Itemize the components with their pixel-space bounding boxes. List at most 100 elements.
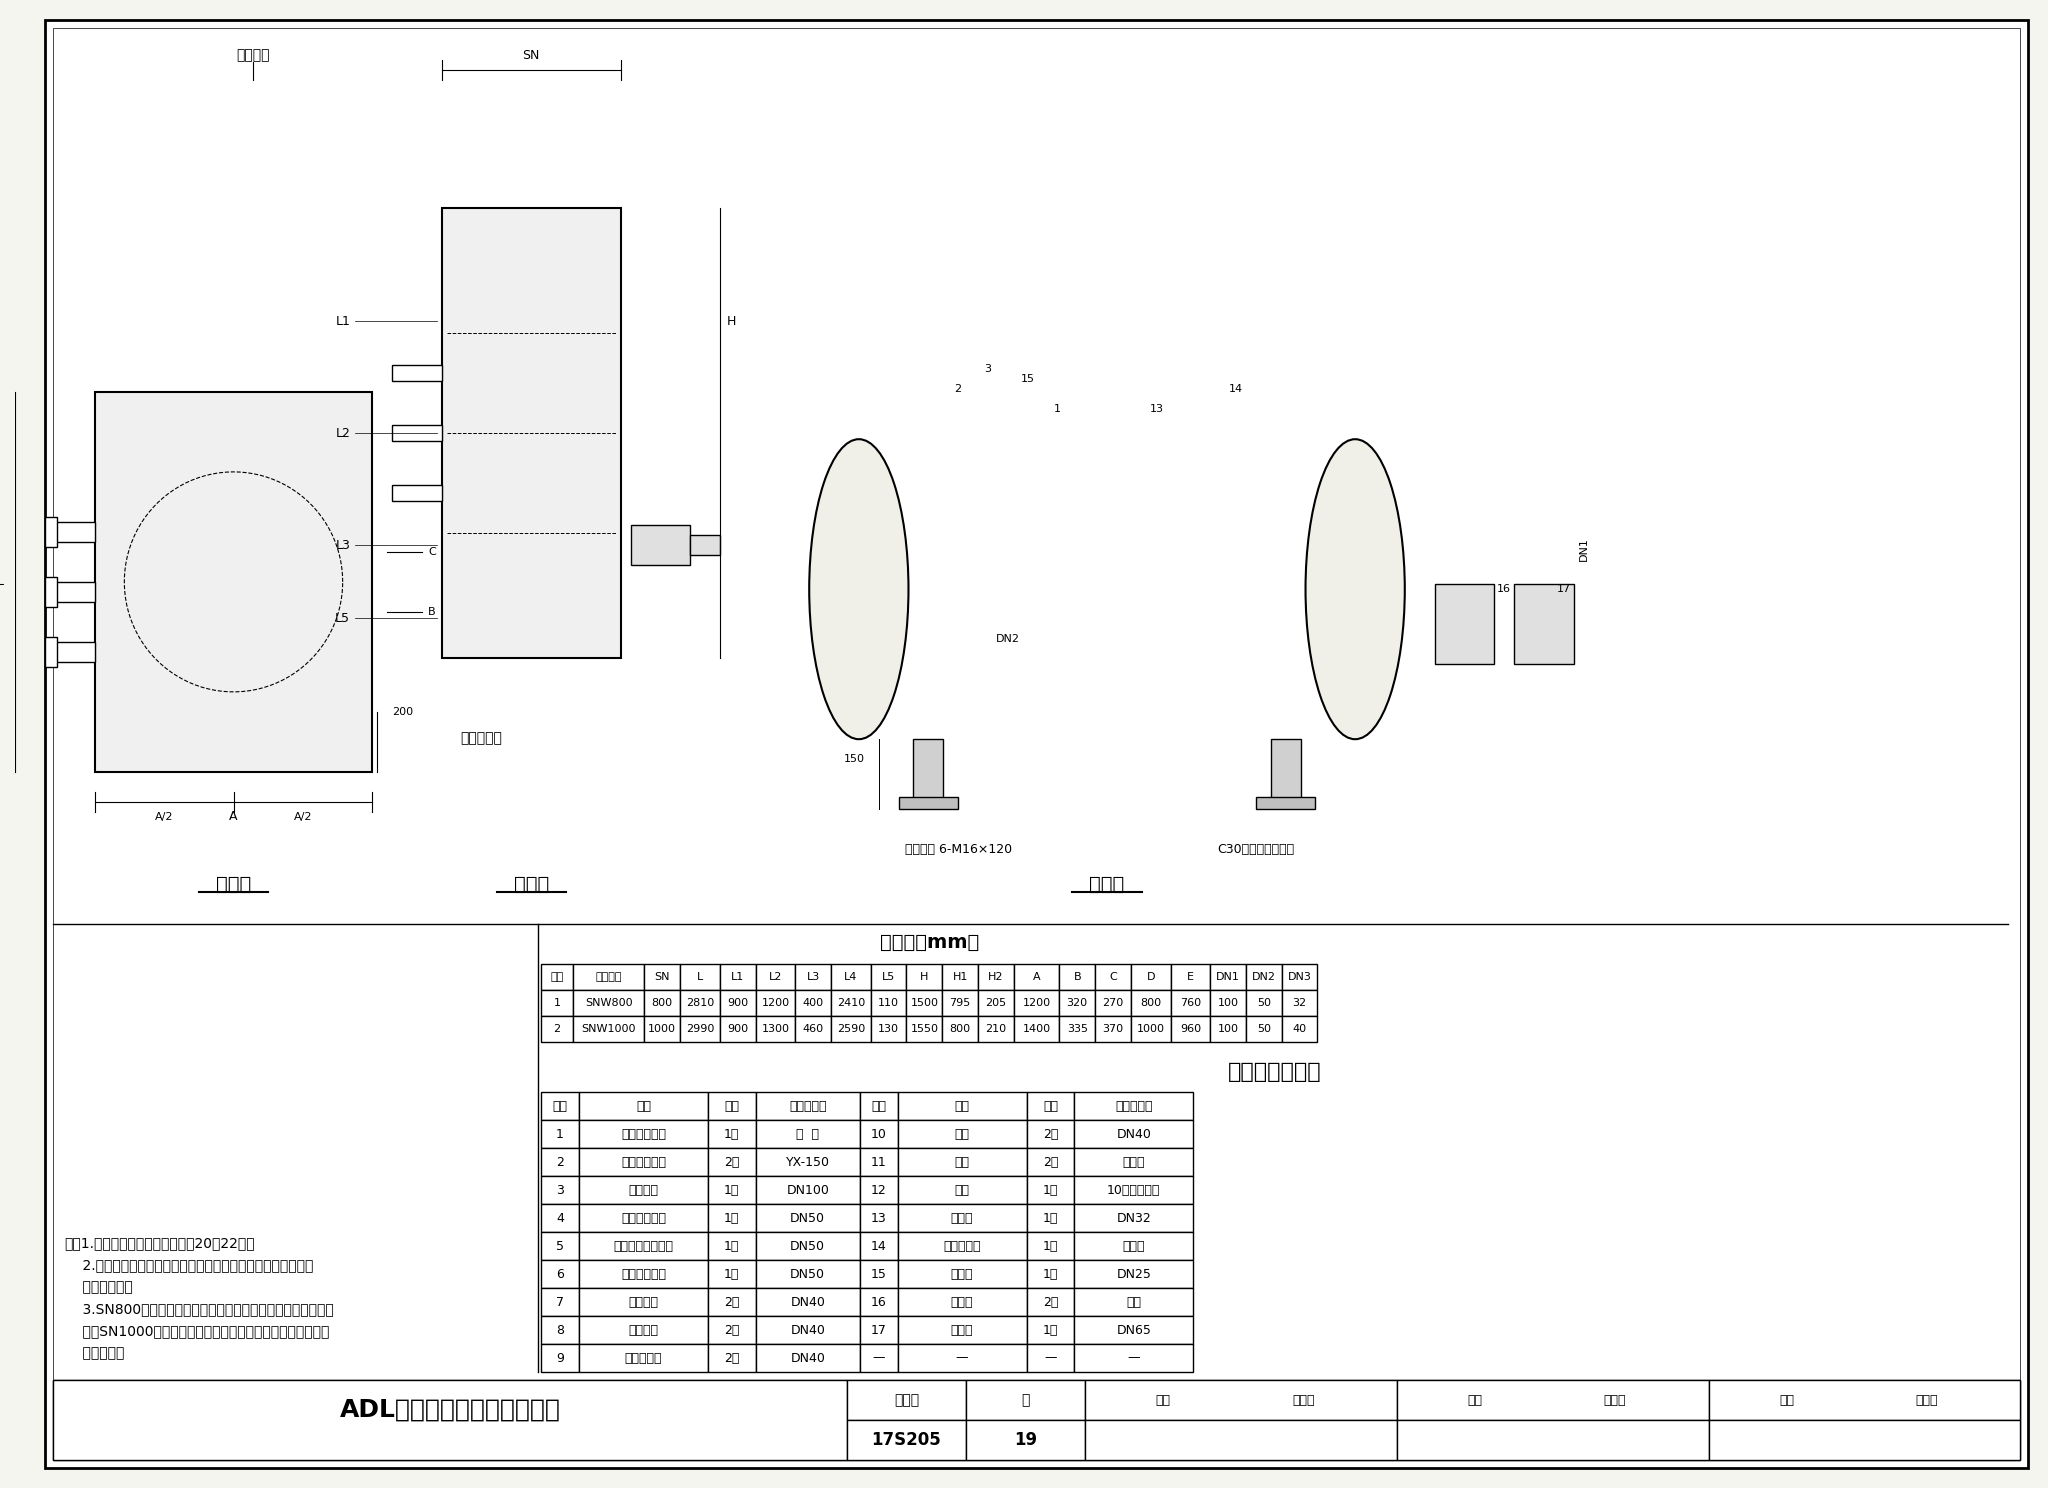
Text: 组合件: 组合件	[1122, 1240, 1145, 1253]
Bar	[831, 1016, 870, 1042]
Bar	[1282, 1016, 1317, 1042]
Bar	[580, 1260, 709, 1289]
Bar	[897, 1289, 1026, 1315]
Text: DN65: DN65	[1116, 1323, 1151, 1336]
Text: B: B	[1073, 972, 1081, 982]
Bar	[1434, 585, 1495, 664]
Text: 安全阀: 安全阀	[950, 1211, 973, 1225]
Text: 1300: 1300	[762, 1024, 788, 1034]
Text: 2个: 2个	[725, 1351, 739, 1364]
Bar	[573, 1016, 645, 1042]
Bar	[1059, 964, 1096, 990]
Text: 胡建军: 胡建军	[1915, 1393, 1937, 1406]
Bar	[1026, 1289, 1075, 1315]
Bar	[45, 516, 57, 548]
Text: 2: 2	[553, 1024, 561, 1034]
Bar	[580, 1344, 709, 1372]
Text: 2410: 2410	[838, 998, 864, 1007]
Bar	[580, 1176, 709, 1204]
Bar	[709, 1315, 756, 1344]
Bar	[1708, 1420, 2019, 1460]
Bar	[721, 1016, 756, 1042]
Bar	[541, 1016, 573, 1042]
Bar	[680, 964, 721, 990]
Bar	[1026, 1120, 1075, 1149]
Text: 平面图: 平面图	[215, 875, 252, 893]
Bar	[1059, 1016, 1096, 1042]
Text: 2: 2	[954, 384, 963, 394]
Bar	[709, 1120, 756, 1149]
Text: 2.安全阀的压力及电接点压力表、压力变送器的测量范围按消: 2.安全阀的压力及电接点压力表、压力变送器的测量范围按消	[66, 1257, 313, 1272]
Text: A: A	[229, 811, 238, 823]
Bar	[709, 1232, 756, 1260]
Text: 1000: 1000	[1137, 1024, 1165, 1034]
Bar	[1708, 1379, 2019, 1420]
Text: 460: 460	[803, 1024, 823, 1034]
Bar	[756, 1204, 860, 1232]
Bar	[897, 1176, 1026, 1204]
Text: 材料或规格: 材料或规格	[1114, 1100, 1153, 1113]
Text: 100: 100	[1219, 998, 1239, 1007]
Bar	[1282, 990, 1317, 1016]
Text: 960: 960	[1180, 1024, 1200, 1034]
Text: 1: 1	[1055, 405, 1061, 414]
Text: DN40: DN40	[791, 1351, 825, 1364]
Bar	[393, 426, 442, 442]
Bar	[1075, 1260, 1194, 1289]
Text: ADL乙型卧式稳唸装置安装图: ADL乙型卧式稳唸装置安装图	[340, 1399, 561, 1423]
Bar	[967, 1420, 1085, 1460]
Bar	[897, 1092, 1026, 1120]
Text: C: C	[1110, 972, 1116, 982]
Text: H: H	[727, 315, 737, 327]
Text: C: C	[428, 548, 436, 557]
Bar	[680, 1016, 721, 1042]
Text: 1个: 1个	[1042, 1183, 1059, 1196]
Bar	[393, 485, 442, 501]
Text: L3: L3	[807, 972, 819, 982]
Text: L2: L2	[336, 427, 350, 440]
Bar	[541, 1315, 580, 1344]
Text: 2个: 2个	[725, 1296, 739, 1308]
Text: DN32: DN32	[1116, 1211, 1151, 1225]
Bar	[860, 1260, 897, 1289]
Text: L1: L1	[731, 972, 743, 982]
Bar	[541, 1149, 580, 1176]
Bar	[756, 1092, 860, 1120]
Text: 270: 270	[1102, 998, 1124, 1007]
Ellipse shape	[442, 634, 621, 683]
Bar	[541, 1120, 580, 1149]
Text: 1500: 1500	[911, 998, 938, 1007]
Bar	[580, 1120, 709, 1149]
Text: 1个: 1个	[1042, 1240, 1059, 1253]
Text: 150: 150	[844, 754, 864, 765]
Text: 400: 400	[803, 998, 823, 1007]
Text: 数量: 数量	[1042, 1100, 1059, 1113]
Bar	[1059, 990, 1096, 1016]
Bar	[1075, 1204, 1194, 1232]
Bar	[541, 990, 573, 1016]
Bar	[1026, 1344, 1075, 1372]
Bar	[848, 1420, 967, 1460]
Bar	[721, 964, 756, 990]
Text: 900: 900	[727, 998, 748, 1007]
Bar	[709, 1176, 756, 1204]
Bar	[899, 798, 958, 809]
Text: —: —	[1044, 1351, 1057, 1364]
Text: C30锂筋混凝土基础: C30锂筋混凝土基础	[1217, 842, 1294, 856]
Bar	[709, 1289, 756, 1315]
Text: DN40: DN40	[1116, 1128, 1151, 1140]
Text: 11: 11	[870, 1156, 887, 1168]
Text: SNW800: SNW800	[586, 998, 633, 1007]
Text: 底座: 底座	[954, 1183, 969, 1196]
Text: 2: 2	[557, 1156, 563, 1168]
Text: DN2: DN2	[1251, 972, 1276, 982]
Text: 2990: 2990	[686, 1024, 715, 1034]
Bar	[1130, 990, 1171, 1016]
Bar	[860, 1149, 897, 1176]
Bar	[870, 964, 907, 990]
Text: A/2: A/2	[156, 812, 174, 821]
Text: L5: L5	[883, 972, 895, 982]
Bar	[45, 637, 57, 667]
Text: 110: 110	[879, 998, 899, 1007]
Text: 1400: 1400	[1022, 1024, 1051, 1034]
